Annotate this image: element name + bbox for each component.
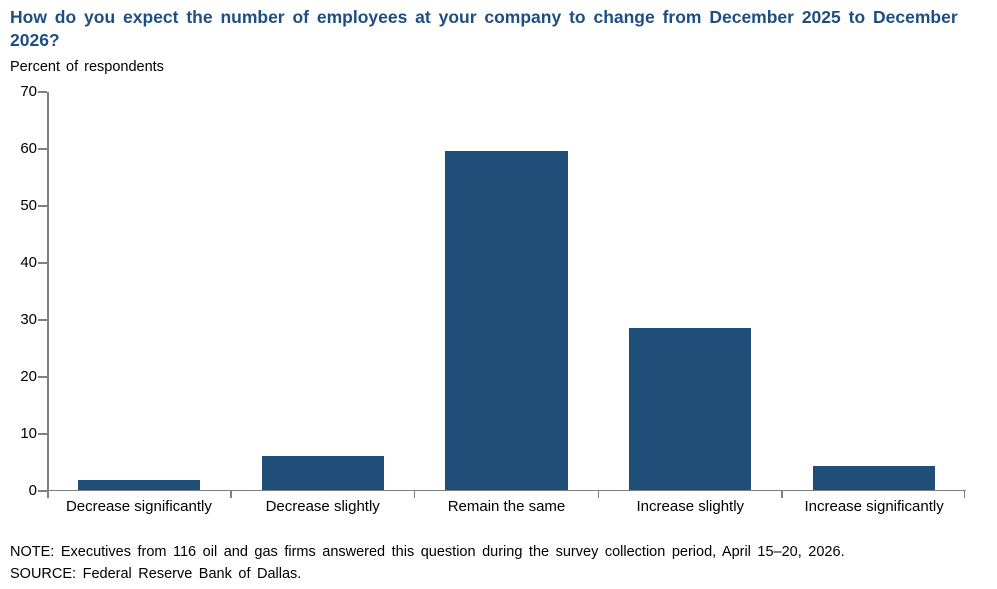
x-category-label: Decrease significantly: [65, 498, 212, 515]
y-tick-mark: [38, 205, 47, 207]
x-tick-mark: [47, 491, 49, 498]
y-tick-mark: [38, 433, 47, 435]
y-tick-label: 50: [20, 197, 37, 214]
y-tick-label: 0: [28, 482, 37, 499]
x-tick-mark: [781, 491, 783, 498]
x-tick-mark: [597, 491, 600, 498]
x-tick-mark: [963, 491, 966, 498]
x-category-label: Increase significantly: [804, 498, 944, 515]
x-tick-mark: [413, 491, 416, 498]
y-axis-line: [47, 92, 49, 491]
y-tick-label: 20: [20, 368, 37, 385]
x-tick-mark: [230, 491, 232, 498]
y-tick-mark: [38, 262, 47, 264]
y-tick-label: 10: [20, 425, 37, 442]
y-tick-label: 60: [20, 140, 37, 157]
chart-subtitle: Percent of respondents: [10, 59, 164, 75]
x-axis-line: [47, 489, 966, 491]
note-text: NOTE: Executives from 116 oil and gas fi…: [10, 544, 845, 560]
y-tick-mark: [38, 148, 47, 150]
bar: [445, 150, 568, 490]
y-tick-label: 40: [20, 254, 37, 271]
y-tick-label: 30: [20, 311, 37, 328]
y-tick-label: 70: [20, 83, 37, 100]
x-category-label: Increase slightly: [636, 498, 745, 515]
source-text: SOURCE: Federal Reserve Bank of Dallas.: [10, 566, 302, 582]
y-tick-mark: [38, 490, 47, 492]
y-tick-mark: [38, 376, 47, 378]
bar: [629, 328, 752, 490]
chart-title: How do you expect the number of employee…: [10, 7, 958, 50]
plot-area: 0 10 20 30 40 50 60 70 Decrease significantly Dec…: [20, 83, 966, 515]
bar: [77, 480, 200, 490]
bar: [813, 465, 936, 490]
bar: [261, 455, 384, 490]
x-category-label: Remain the same: [447, 498, 566, 515]
chart-footnote: NOTE: Executives from 116 oil and gas fi…: [10, 541, 990, 585]
y-tick-mark: [38, 319, 47, 321]
x-category-label: Decrease slightly: [265, 498, 380, 515]
y-tick-mark: [38, 91, 47, 93]
